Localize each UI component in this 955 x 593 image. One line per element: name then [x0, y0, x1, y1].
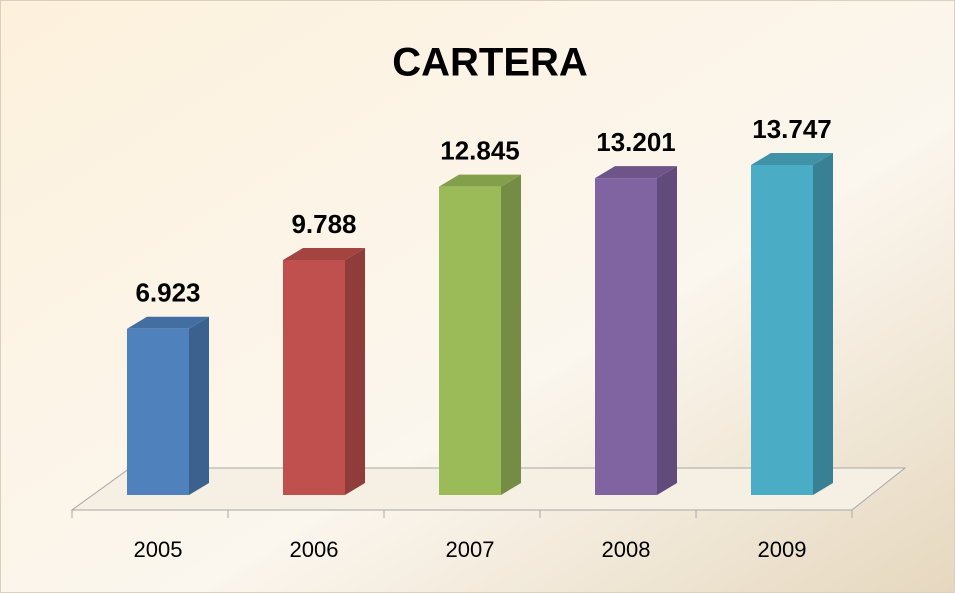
x-tick-label: 2007 — [446, 537, 495, 562]
bar-front — [127, 328, 189, 495]
bar-front — [439, 186, 501, 496]
bar-front — [595, 178, 657, 495]
bar-top — [595, 166, 677, 179]
bar-top — [127, 316, 209, 329]
x-tick-label: 2005 — [134, 537, 183, 562]
bar — [127, 316, 209, 495]
bar-front — [283, 260, 345, 495]
bar — [751, 153, 833, 495]
bar-side — [657, 166, 677, 495]
bar-top — [751, 153, 833, 165]
x-tick-label: 2006 — [290, 537, 339, 562]
bar — [439, 174, 521, 496]
x-tick-label: 2008 — [602, 537, 651, 562]
bar-side — [345, 248, 365, 495]
bar-top — [439, 174, 521, 187]
bar — [595, 166, 677, 495]
bar — [283, 248, 365, 495]
value-label: 6.923 — [135, 278, 200, 308]
bar-top — [283, 248, 365, 261]
bar-side — [813, 153, 833, 495]
bar-side — [501, 174, 521, 496]
x-tick-label: 2009 — [758, 537, 807, 562]
value-label: 13.747 — [752, 114, 832, 144]
value-label: 9.788 — [291, 209, 356, 239]
bar-front — [751, 165, 813, 495]
bar-side — [189, 316, 209, 495]
value-label: 13.201 — [596, 127, 676, 157]
value-label: 12.845 — [440, 136, 520, 166]
chart-title: CARTERA — [392, 41, 588, 85]
